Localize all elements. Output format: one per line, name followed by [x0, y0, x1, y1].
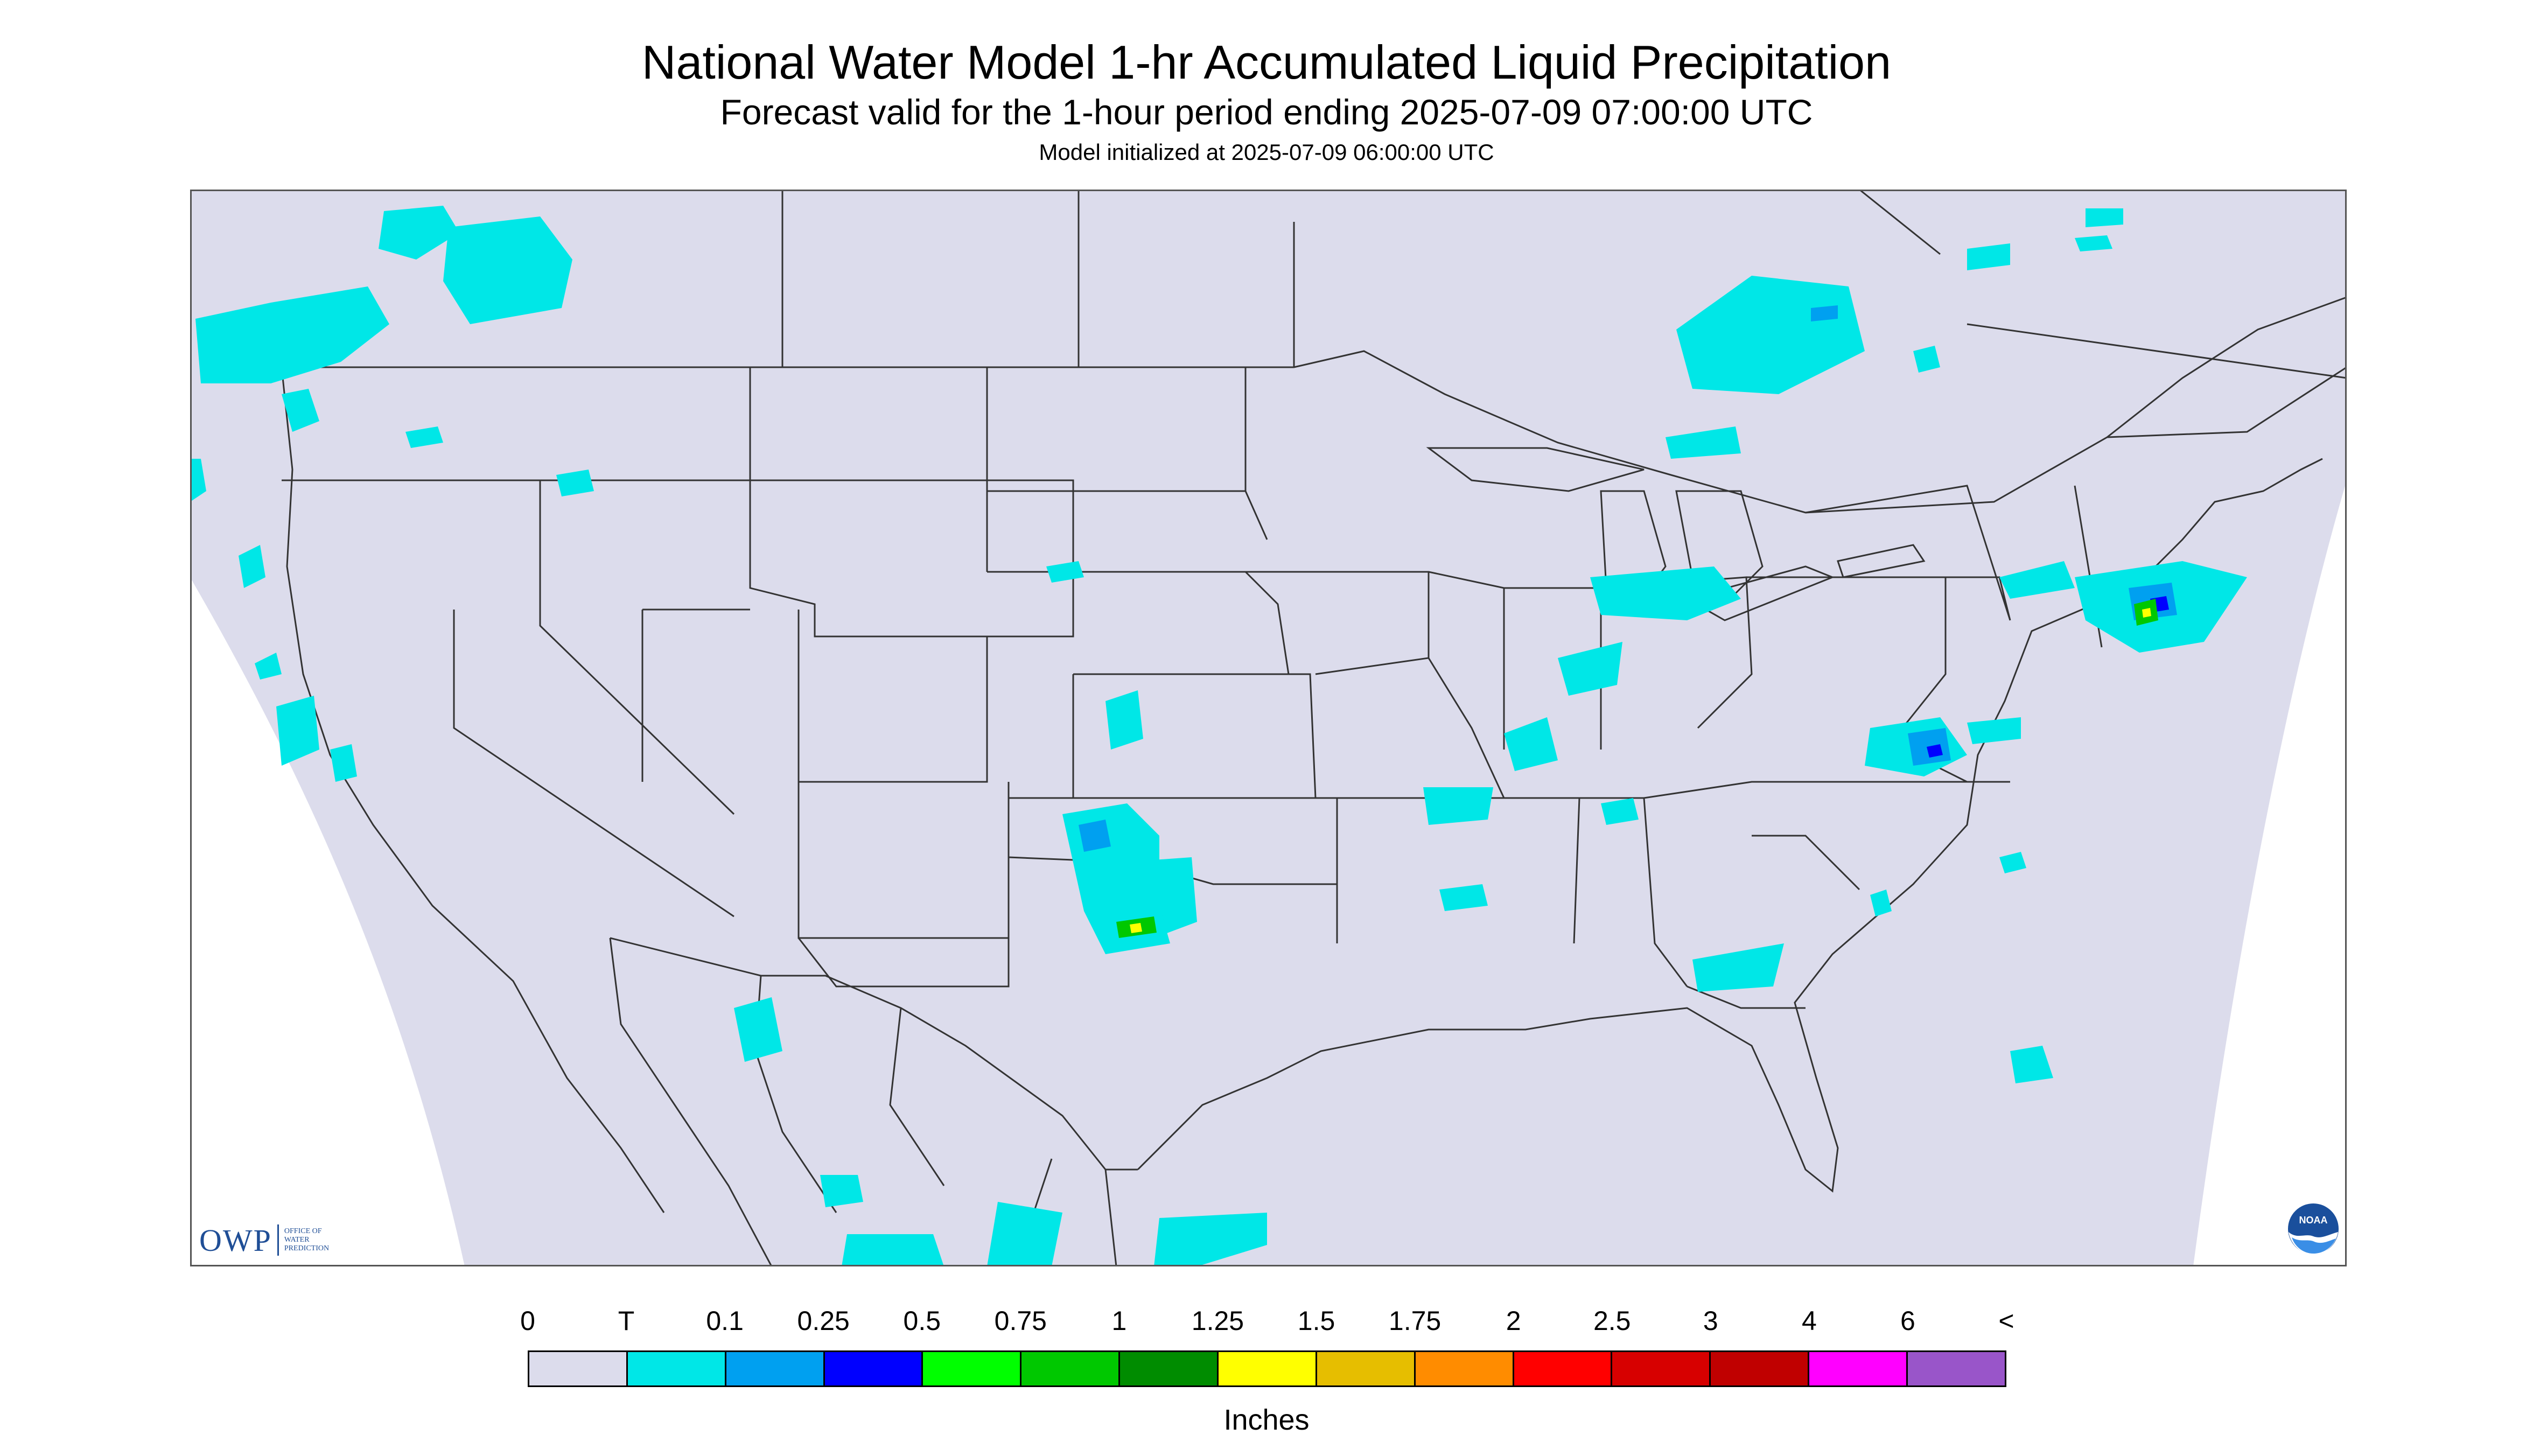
precip-or-2: [239, 545, 265, 588]
precipitation-map: [190, 190, 2347, 1266]
precip-nc: [1967, 717, 2021, 744]
precip-gulf-mex: [1154, 1213, 1267, 1266]
owp-logo-line-2: WATER: [284, 1236, 310, 1244]
legend-swatch: [1317, 1352, 1416, 1385]
legend-swatch: [824, 1352, 923, 1385]
precip-quebec: [1967, 243, 2010, 270]
precip-tx-yellow: [1130, 923, 1142, 933]
forecast-valid-subtitle: Forecast valid for the 1-hour period end…: [720, 92, 1813, 132]
precip-or-3: [255, 653, 282, 680]
legend-units: Inches: [1223, 1404, 1310, 1436]
precip-il: [1504, 717, 1558, 771]
precip-ar: [1423, 787, 1493, 825]
owp-logo-line-3: PREDICTION: [284, 1244, 330, 1252]
owp-logo: OWP OFFICE OF WATER PREDICTION: [199, 1221, 329, 1259]
canada-provincial-lines: [781, 190, 2347, 438]
legend-label: 0.5: [903, 1306, 941, 1336]
precip-quebec-2: [2075, 235, 2112, 251]
precip-ontario: [1676, 276, 1865, 394]
precip-ne: [1046, 561, 1084, 583]
precip-va-heavy: [1927, 744, 1943, 758]
legend-label: 4: [1801, 1306, 1817, 1336]
legend-label: 0: [520, 1306, 535, 1336]
precip-ms: [1439, 884, 1488, 911]
map-border: [190, 190, 2347, 1266]
precip-mt: [405, 426, 443, 448]
precip-ontario-2: [1666, 426, 1741, 459]
precip-wa: [195, 286, 389, 383]
precip-quebec-3: [2086, 208, 2123, 227]
precip-or: [190, 459, 206, 502]
precip-mi: [1590, 566, 1741, 620]
legend-label: 2: [1506, 1306, 1521, 1336]
noaa-logo-text: NOAA: [2299, 1215, 2328, 1226]
legend-label: <: [1998, 1306, 2014, 1336]
precip-idaho: [556, 470, 594, 496]
legend-swatch: [1021, 1352, 1121, 1385]
owp-logo-divider: [277, 1224, 279, 1256]
precip-ks: [1105, 690, 1143, 750]
us-mexico-border: [610, 937, 1138, 1171]
western-state-lines: [282, 367, 1074, 988]
legend-color-bar: [528, 1350, 2006, 1387]
precip-ny-yellow: [2142, 608, 2151, 618]
precip-ontario-core: [1811, 305, 1838, 321]
precip-ny: [1999, 561, 2075, 599]
precip-sc: [1870, 890, 1892, 916]
precip-tn: [1601, 798, 1639, 825]
legend-swatch: [726, 1352, 825, 1385]
legend-label: 2.5: [1593, 1306, 1631, 1336]
precip-mexico-2: [987, 1202, 1062, 1266]
legend-swatch: [1711, 1352, 1810, 1385]
legend-swatch: [529, 1352, 628, 1385]
legend-label: 0.1: [706, 1306, 744, 1336]
owp-logo-line-1: OFFICE OF: [284, 1227, 322, 1235]
gulf-atlantic-coast: [1137, 458, 2323, 1193]
legend-label: 3: [1703, 1306, 1718, 1336]
precip-in: [1558, 642, 1622, 696]
precip-bc: [379, 206, 459, 260]
legend-label: 1.5: [1297, 1306, 1335, 1336]
precip-ontario-3: [1913, 346, 1940, 373]
noaa-logo-icon: NOAA: [2287, 1202, 2340, 1255]
precip-bc-2: [443, 216, 572, 324]
legend-label: 0.75: [994, 1306, 1047, 1336]
legend-label: 0.25: [797, 1306, 850, 1336]
map-title: National Water Model 1-hr Accumulated Li…: [641, 36, 1892, 89]
legend-label: 6: [1900, 1306, 1915, 1336]
legend-swatch: [1514, 1352, 1613, 1385]
legend-swatch: [1612, 1352, 1711, 1385]
legend-swatch: [1219, 1352, 1317, 1385]
precip-ok-core: [1079, 820, 1111, 852]
model-domain: [190, 190, 2347, 1266]
legend-swatch: [1120, 1352, 1219, 1385]
legend-label: 1.75: [1388, 1306, 1442, 1336]
legend-swatch: [1809, 1352, 1908, 1385]
legend-swatch: [923, 1352, 1022, 1385]
legend-swatch: [627, 1352, 726, 1385]
legend-swatch: [1908, 1352, 2005, 1385]
precip-atlantic: [1999, 852, 2026, 873]
owp-logo-mark: OWP: [199, 1222, 272, 1258]
legend-label: 1: [1111, 1306, 1127, 1336]
precip-ca: [276, 696, 319, 766]
precipitation-legend: 0 T 0.1 0.25 0.5 0.75 1 1.25 1.5 1.75 2 2.5 3 4 6 <: [520, 1294, 2014, 1424]
precip-ok-2: [1116, 857, 1197, 938]
legend-swatch: [1415, 1352, 1514, 1385]
model-init-text: Model initialized at 2025-07-09 06:00:00…: [1039, 139, 1494, 165]
precip-ca-2: [330, 744, 357, 782]
precip-mexico: [820, 1175, 863, 1207]
mexico-state-lines: [609, 937, 1117, 1266]
owp-logo-text: OFFICE OF WATER PREDICTION: [284, 1227, 329, 1253]
pacific-coast: [281, 367, 665, 1213]
precip-ga: [1692, 943, 1784, 992]
precip-mexico-3: [842, 1234, 944, 1266]
precip-az: [734, 997, 782, 1062]
precip-wa-2: [282, 389, 319, 432]
precipitation-areas: [190, 206, 2247, 1266]
legend-label: T: [618, 1306, 635, 1336]
precip-atlantic-2: [2010, 1046, 2053, 1083]
legend-label: 1.25: [1191, 1306, 1244, 1336]
